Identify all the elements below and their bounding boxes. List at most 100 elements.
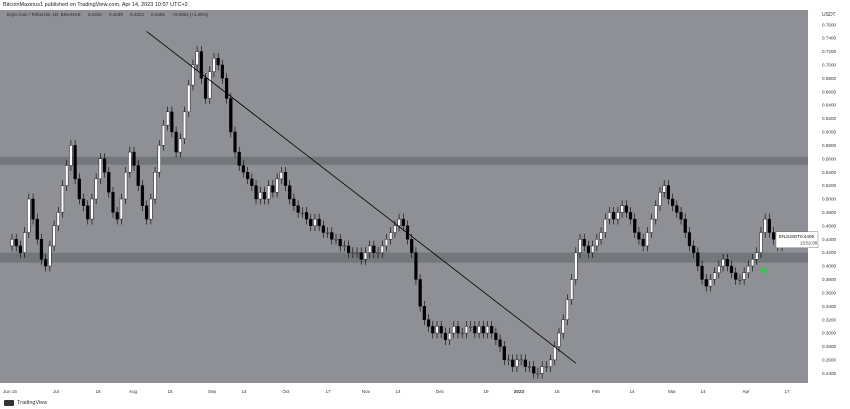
y-tick-label: 0.7000 bbox=[822, 63, 836, 68]
candle-body bbox=[515, 359, 519, 367]
candle-body bbox=[447, 332, 452, 340]
candle-body bbox=[271, 185, 275, 193]
y-tick-label: 0.5200 bbox=[822, 183, 836, 188]
candle-body bbox=[628, 212, 633, 220]
candle-body bbox=[767, 218, 771, 233]
candle-body bbox=[195, 51, 199, 66]
candle-body bbox=[418, 279, 422, 307]
candle-body bbox=[372, 245, 376, 253]
y-tick-label: 0.5600 bbox=[822, 156, 836, 161]
x-tick-label: Jun 15 bbox=[3, 389, 17, 394]
x-tick-label: Jul bbox=[53, 389, 59, 394]
candle-body bbox=[708, 279, 713, 287]
legend-open: 0.4344 bbox=[87, 12, 102, 17]
candle-body bbox=[145, 205, 149, 220]
candle-body bbox=[288, 185, 292, 200]
candle-body bbox=[102, 158, 107, 173]
candle-body bbox=[203, 78, 208, 99]
candle-body bbox=[431, 326, 435, 334]
candle-body bbox=[485, 326, 490, 334]
tradingview-logo-icon[interactable] bbox=[4, 400, 14, 406]
candle-body bbox=[612, 212, 616, 220]
price-axis-panel bbox=[808, 10, 850, 397]
candle-body bbox=[60, 185, 65, 213]
candle-body bbox=[641, 239, 645, 247]
candle-body bbox=[90, 198, 94, 220]
candle-body bbox=[170, 111, 174, 133]
candle-body bbox=[506, 359, 511, 361]
footer: TradingView bbox=[0, 397, 850, 409]
candle-body bbox=[763, 218, 767, 233]
support-resistance-zone bbox=[0, 156, 808, 165]
candle-body bbox=[128, 151, 132, 173]
highlight-arrow-icon bbox=[759, 266, 767, 275]
descending-trendline bbox=[146, 31, 577, 364]
candle-body bbox=[721, 259, 725, 267]
candle-body bbox=[410, 239, 414, 253]
y-tick-label: 0.2600 bbox=[822, 357, 836, 362]
candle-body bbox=[309, 218, 313, 227]
candle-body bbox=[729, 265, 734, 273]
candle-body bbox=[115, 212, 119, 220]
candle-body bbox=[519, 359, 523, 361]
candle-body bbox=[502, 346, 506, 361]
candle-body bbox=[603, 218, 607, 233]
y-tick-label: 0.6800 bbox=[822, 76, 836, 81]
candle-body bbox=[565, 299, 570, 320]
candle-body bbox=[153, 171, 157, 200]
candle-body bbox=[220, 64, 224, 79]
candlestick-chart[interactable]: USDT 0.2400 0.2600 0.2800 0.3000 0.3200 0.3400… bbox=[0, 10, 850, 397]
candle-body bbox=[351, 252, 355, 254]
footer-brand[interactable]: TradingView bbox=[17, 400, 48, 406]
candle-body bbox=[548, 359, 553, 367]
candle-body bbox=[23, 232, 27, 253]
legend-low: 0.4313 bbox=[130, 12, 144, 17]
candle-body bbox=[132, 151, 136, 166]
candle-body bbox=[199, 51, 203, 79]
candle-body bbox=[267, 185, 271, 200]
candle-body bbox=[31, 198, 35, 220]
candle-body bbox=[477, 326, 481, 334]
candle-body bbox=[94, 178, 98, 200]
candle-body bbox=[216, 58, 220, 66]
y-tick-label: 0.3000 bbox=[822, 331, 836, 336]
y-tick-label: 0.7200 bbox=[822, 49, 836, 54]
plot-background bbox=[0, 10, 808, 383]
candle-body bbox=[149, 198, 153, 220]
candle-body bbox=[544, 366, 548, 368]
candle-body bbox=[178, 138, 182, 153]
publisher-header: BitcoinMaxinus1 published on TradingView… bbox=[3, 2, 188, 8]
candle-body bbox=[393, 225, 397, 233]
candle-body bbox=[73, 145, 77, 180]
candle-body bbox=[111, 192, 115, 213]
candle-body bbox=[717, 265, 721, 273]
candle-body bbox=[65, 165, 69, 186]
y-tick-label: 0.5800 bbox=[822, 143, 836, 148]
candle-body bbox=[233, 131, 237, 153]
candle-body bbox=[734, 272, 738, 280]
candle-body bbox=[317, 218, 321, 227]
candle-body bbox=[511, 359, 515, 367]
x-tick-label: 17 bbox=[325, 389, 331, 394]
x-tick-label: 14 bbox=[629, 389, 635, 394]
legend-close: 0.4406 bbox=[151, 12, 165, 17]
candle-body bbox=[86, 205, 90, 220]
candle-body bbox=[713, 272, 717, 280]
candle-body bbox=[586, 245, 591, 253]
candle-body bbox=[570, 279, 574, 300]
candle-body bbox=[666, 185, 670, 200]
candle-body bbox=[224, 78, 229, 99]
x-tick-label: 14 bbox=[700, 389, 706, 394]
candle-body bbox=[14, 239, 18, 247]
y-tick-label: 0.7600 bbox=[822, 22, 836, 27]
candle-body bbox=[119, 198, 123, 220]
y-tick-label: 0.3200 bbox=[822, 317, 836, 322]
candle-body bbox=[679, 212, 683, 220]
candle-body bbox=[300, 212, 304, 214]
candle-body bbox=[77, 178, 81, 200]
candle-body bbox=[229, 98, 233, 133]
candle-body bbox=[692, 245, 696, 253]
candle-body bbox=[275, 178, 279, 193]
candle-body bbox=[250, 178, 254, 186]
candle-body bbox=[414, 252, 418, 280]
